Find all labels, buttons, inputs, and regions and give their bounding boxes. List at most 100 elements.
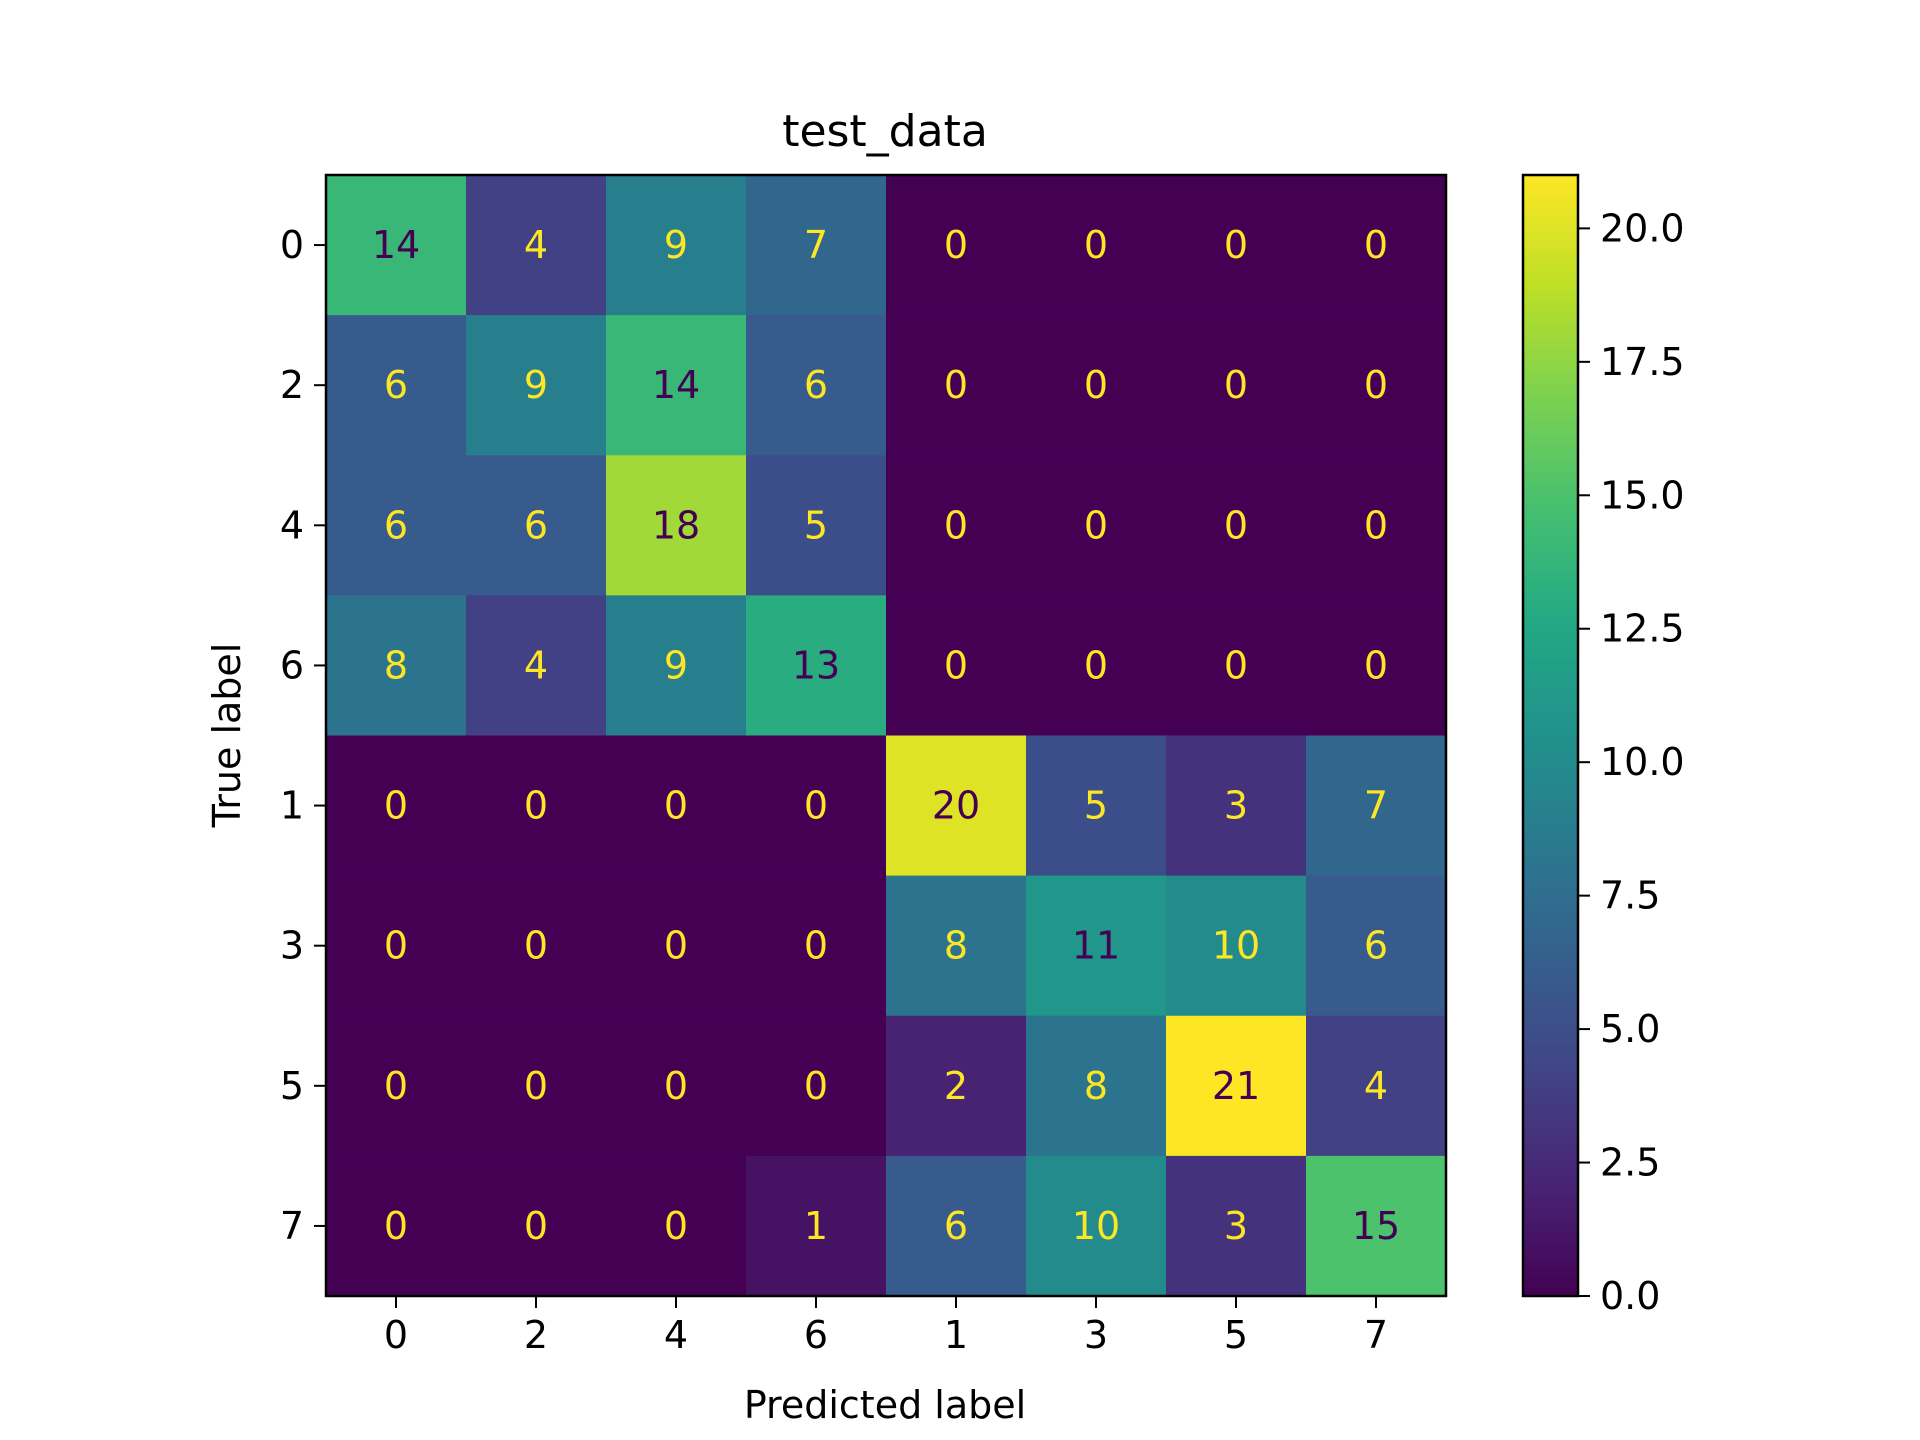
cell-value-label: 0: [944, 363, 968, 407]
heatmap-cell: [606, 455, 747, 596]
cell-value-label: 0: [944, 223, 968, 267]
heatmap-cell: [886, 315, 1027, 456]
heatmap-cell: [746, 175, 887, 316]
heatmap-cell: [326, 455, 467, 596]
heatmap-cell: [1166, 315, 1307, 456]
heatmap-cell: [746, 875, 887, 1017]
heatmap-cell: [606, 595, 747, 737]
heatmap-cell: [886, 875, 1027, 1017]
cell-value-label: 0: [1364, 223, 1388, 267]
cell-value-label: 6: [384, 503, 408, 547]
cell-value-label: 4: [524, 223, 548, 267]
heatmap-cell: [1166, 175, 1307, 316]
cell-value-label: 0: [384, 784, 408, 828]
heatmap-cell: [466, 455, 607, 596]
cell-value-label: 0: [804, 1064, 828, 1108]
heatmap-cell: [326, 1015, 467, 1157]
cell-value-label: 6: [1364, 924, 1388, 968]
cell-value-label: 4: [524, 643, 548, 687]
cell-value-label: 0: [1084, 223, 1108, 267]
colorbar-tick-label: 20.0: [1600, 206, 1685, 250]
heatmap-cell-labels: 14 4 9 7 0 0 0 06 9 14 6 0 0 0 06 6 18 5 0 0 0 08 4 9 13 0 0 0 00 0 0 0…: [372, 223, 1400, 1248]
y-tick-label: 7: [280, 1204, 304, 1248]
heatmap-cell: [326, 595, 467, 737]
y-tick-label: 5: [280, 1064, 304, 1108]
cell-value-label: 3: [1224, 1204, 1248, 1248]
heatmap-cell: [466, 595, 607, 737]
x-tick-label: 4: [664, 1313, 688, 1357]
heatmap-cell: [886, 1155, 1027, 1297]
cell-value-label: 1: [804, 1204, 828, 1248]
cell-value-label: 0: [664, 924, 688, 968]
y-axis-label: True label: [205, 643, 249, 829]
cell-value-label: 0: [384, 1204, 408, 1248]
cell-value-label: 0: [664, 784, 688, 828]
heatmap-cell: [1306, 595, 1447, 737]
heatmap-cell: [1306, 1015, 1447, 1157]
cell-value-label: 0: [524, 784, 548, 828]
heatmap-cell: [1026, 875, 1167, 1017]
cell-value-label: 4: [1364, 1064, 1388, 1108]
heatmap-cell: [1026, 595, 1167, 737]
x-axis-ticks: 0 2 4 6 1 3 5 7: [384, 1296, 1388, 1357]
cell-value-label: 2: [944, 1064, 968, 1108]
heatmap-cell: [1026, 175, 1167, 316]
cell-value-label: 0: [524, 1064, 548, 1108]
x-tick-label: 6: [804, 1313, 828, 1357]
cell-value-label: 0: [1364, 363, 1388, 407]
heatmap-cell: [886, 1015, 1027, 1157]
heatmap-cell: [1166, 875, 1307, 1017]
colorbar-tick-label: 5.0: [1600, 1007, 1660, 1051]
colorbar-tick-label: 2.5: [1600, 1141, 1660, 1185]
cell-value-label: 11: [1072, 924, 1120, 968]
cell-value-label: 10: [1212, 924, 1260, 968]
chart-title: test_data: [782, 106, 988, 157]
heatmap-cell: [606, 1155, 747, 1297]
heatmap-cell: [1026, 1015, 1167, 1157]
y-tick-label: 3: [280, 924, 304, 968]
colorbar-tick-label: 0.0: [1600, 1274, 1660, 1318]
cell-value-label: 7: [1364, 784, 1388, 828]
cell-value-label: 0: [384, 1064, 408, 1108]
x-tick-label: 1: [944, 1313, 968, 1357]
colorbar-tick-label: 17.5: [1600, 340, 1685, 384]
colorbar-gradient: [1523, 175, 1578, 1296]
colorbar-ticks: 0.0 2.5 5.0 7.5 10.0 12.5 15.0 17.5 20.0: [1578, 206, 1685, 1318]
plot-frame: [324, 173, 1448, 1298]
heatmap-cell: [1166, 1015, 1307, 1157]
heatmap-cell: [1026, 735, 1167, 877]
cell-value-label: 20: [932, 784, 980, 828]
heatmap-cell: [886, 175, 1027, 316]
heatmap-cell: [606, 315, 747, 456]
cell-value-label: 0: [524, 924, 548, 968]
cell-value-label: 0: [1224, 363, 1248, 407]
cell-value-label: 14: [652, 363, 700, 407]
cell-value-label: 6: [524, 503, 548, 547]
colorbar-frame: [1521, 173, 1580, 1298]
heatmap-cell: [466, 735, 607, 877]
y-tick-label: 2: [280, 363, 304, 407]
cell-value-label: 0: [664, 1204, 688, 1248]
cell-value-label: 8: [1084, 1064, 1108, 1108]
heatmap-cell: [326, 175, 467, 316]
cell-value-label: 6: [944, 1204, 968, 1248]
cell-value-label: 0: [384, 924, 408, 968]
cell-value-label: 7: [804, 223, 828, 267]
heatmap-cell: [1026, 1155, 1167, 1297]
cell-value-label: 0: [1364, 503, 1388, 547]
cell-value-label: 15: [1352, 1204, 1400, 1248]
y-tick-label: 6: [280, 643, 304, 687]
heatmap-cell: [886, 455, 1027, 596]
cell-value-label: 0: [1084, 643, 1108, 687]
heatmap-cell: [606, 1015, 747, 1157]
colorbar: 0.0 2.5 5.0 7.5 10.0 12.5 15.0 17.5 20.0: [1521, 173, 1685, 1318]
heatmap-cell: [1026, 455, 1167, 596]
y-tick-label: 4: [280, 503, 304, 547]
heatmap-cell: [466, 1155, 607, 1297]
colorbar-tick-label: 10.0: [1600, 740, 1685, 784]
x-tick-label: 3: [1084, 1313, 1108, 1357]
x-axis-label: Predicted label: [744, 1383, 1026, 1427]
cell-value-label: 8: [384, 643, 408, 687]
heatmap-cell: [886, 735, 1027, 877]
